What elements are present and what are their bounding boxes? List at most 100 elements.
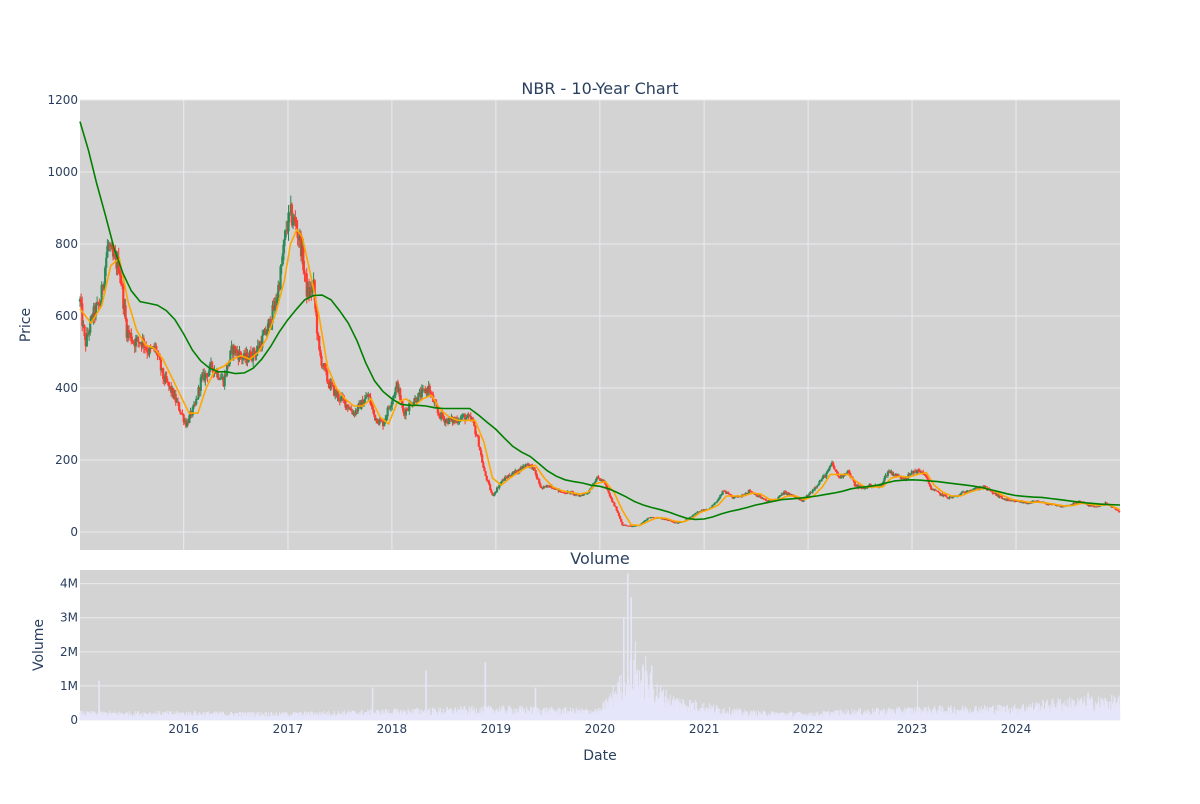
volume-bar: [201, 714, 203, 720]
volume-bar: [805, 715, 807, 720]
volume-bar: [148, 716, 150, 720]
volume-bar: [656, 695, 658, 720]
volume-bar: [207, 711, 209, 720]
volume-bar: [531, 707, 533, 720]
volume-bar: [960, 710, 962, 720]
volume-bar: [1027, 708, 1029, 720]
candle: [367, 391, 370, 402]
candle: [272, 298, 275, 311]
volume-bar: [603, 701, 605, 720]
volume-bar: [570, 707, 572, 720]
volume-bar: [1112, 704, 1114, 720]
volume-bar: [436, 714, 438, 720]
volume-bar: [123, 715, 125, 720]
volume-bar: [932, 708, 934, 720]
volume-bar: [1091, 697, 1093, 720]
candle: [629, 525, 632, 527]
volume-bar: [111, 713, 113, 720]
volume-bar: [378, 710, 380, 720]
volume-bar: [636, 671, 638, 720]
volume-bar: [85, 715, 87, 720]
volume-bar: [595, 708, 597, 720]
candle: [445, 417, 448, 424]
candle: [653, 517, 656, 519]
volume-bar: [580, 709, 582, 720]
volume-bar: [597, 708, 599, 720]
volume-bar: [935, 713, 937, 720]
candle: [609, 495, 613, 500]
volume-bar: [975, 706, 977, 720]
volume-bar: [963, 710, 965, 720]
candle: [245, 346, 248, 366]
volume-bar: [954, 714, 956, 720]
volume-bar: [1003, 706, 1005, 720]
volume-bar: [146, 713, 148, 720]
volume-bar: [351, 713, 353, 720]
volume-bar: [571, 714, 573, 720]
candle: [118, 268, 121, 283]
candle: [540, 485, 543, 489]
candle: [1092, 505, 1096, 508]
volume-bar: [916, 680, 918, 720]
volume-bar: [638, 670, 640, 720]
volume-bar: [861, 714, 863, 720]
volume-bar: [196, 716, 198, 720]
volume-bar: [785, 713, 787, 720]
volume-bar: [236, 713, 238, 720]
volume-bar: [607, 707, 609, 720]
volume-bar: [292, 712, 294, 720]
volume-bar: [893, 713, 895, 720]
volume-bar: [670, 705, 672, 720]
volume-bar: [609, 693, 611, 720]
candle: [675, 522, 679, 524]
volume-bar: [1025, 710, 1027, 720]
candle: [786, 492, 789, 496]
volume-bar: [130, 713, 132, 720]
volume-bar: [895, 714, 897, 720]
volume-bar: [1079, 699, 1081, 720]
candle: [498, 483, 501, 490]
volume-bar: [524, 712, 526, 720]
volume-bar: [885, 713, 887, 720]
candle: [511, 471, 515, 475]
volume-bar: [918, 714, 920, 720]
volume-bar: [931, 712, 933, 720]
candle: [166, 378, 169, 386]
volume-bar: [773, 716, 775, 720]
volume-bar: [845, 714, 847, 720]
volume-bar: [474, 714, 476, 720]
volume-bar: [640, 679, 642, 720]
volume-bar: [825, 712, 827, 720]
volume-bar: [599, 708, 601, 720]
volume-bar: [713, 704, 715, 720]
volume-bar: [837, 710, 839, 720]
volume-bar: [445, 713, 447, 720]
volume-bar: [162, 712, 164, 720]
candle: [288, 212, 291, 223]
volume-bar: [625, 685, 627, 720]
volume-bar: [273, 714, 275, 720]
volume-bar: [352, 711, 354, 720]
volume-bar: [691, 703, 693, 720]
volume-bar: [471, 706, 473, 720]
candle: [542, 485, 545, 489]
volume-bar: [184, 716, 186, 720]
candle: [535, 473, 539, 480]
volume-bar: [626, 573, 628, 720]
candle: [206, 373, 209, 383]
volume-bar: [992, 705, 994, 720]
volume-bar: [857, 711, 859, 720]
volume-bar: [1070, 707, 1072, 720]
volume-bar: [500, 712, 502, 720]
volume-bar: [1055, 710, 1057, 720]
volume-bar: [540, 714, 542, 720]
volume-bar: [571, 712, 573, 720]
volume-bar: [957, 711, 959, 720]
volume-bar: [116, 713, 118, 720]
candle: [943, 493, 946, 496]
volume-bar: [637, 688, 639, 720]
volume-bar: [157, 710, 159, 720]
volume-bar: [561, 712, 563, 720]
volume-bar: [174, 714, 176, 720]
volume-bar: [699, 708, 701, 720]
